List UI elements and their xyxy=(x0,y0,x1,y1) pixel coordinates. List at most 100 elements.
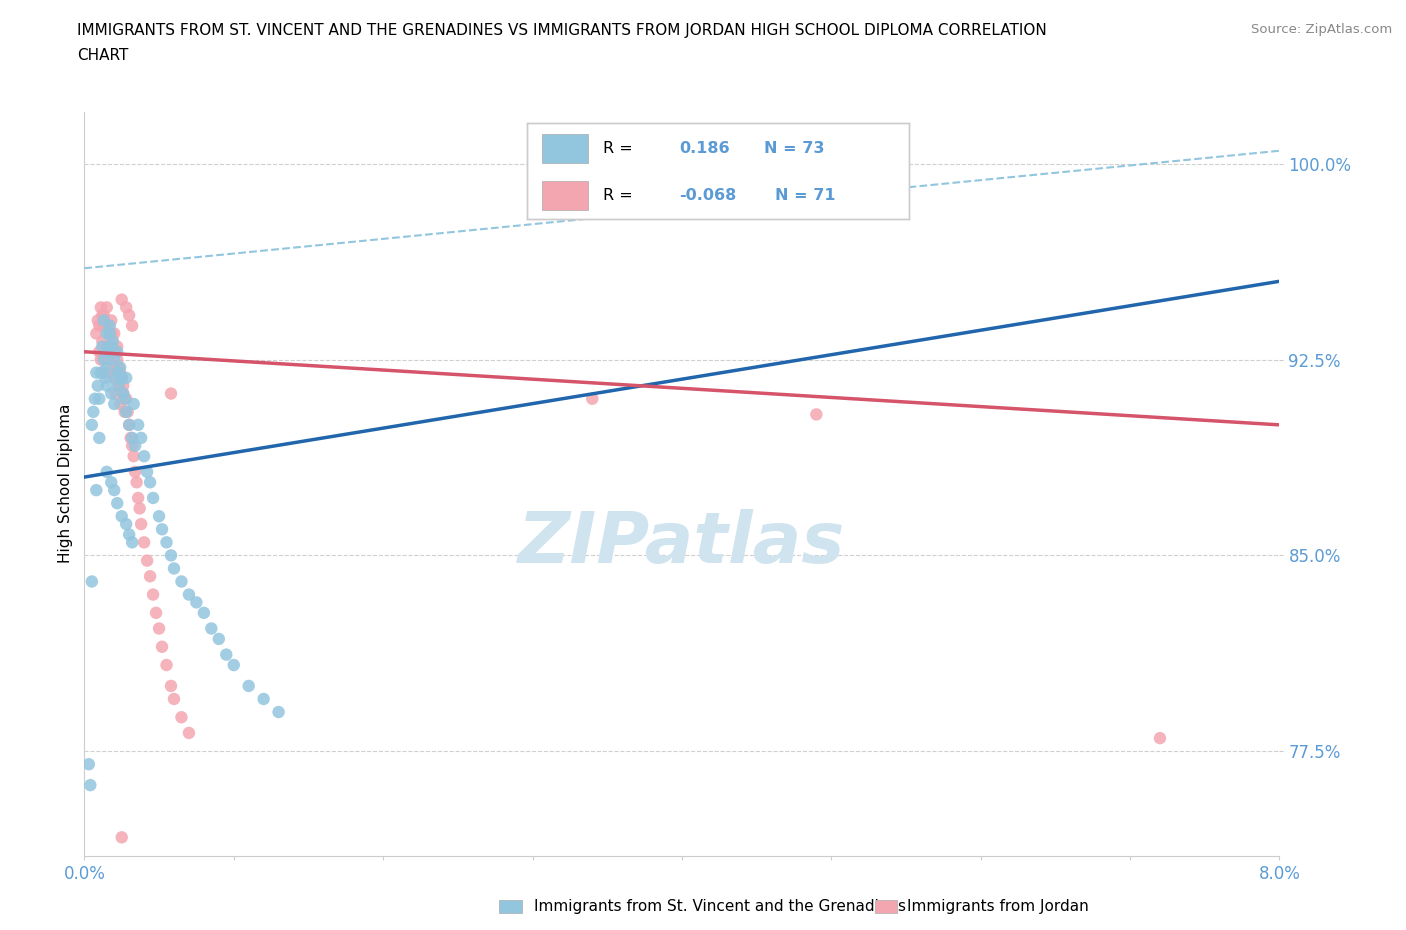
Point xyxy=(83,392,105,406)
Point xyxy=(100,344,122,359)
Point xyxy=(150,639,173,654)
Point xyxy=(96,379,118,393)
Point xyxy=(97,352,120,367)
Point xyxy=(86,326,108,341)
Point xyxy=(90,352,112,367)
Point xyxy=(139,475,162,490)
Point xyxy=(80,574,103,589)
Point xyxy=(129,517,152,532)
Point xyxy=(132,535,156,550)
Point xyxy=(91,308,114,323)
Point xyxy=(115,405,138,419)
Point xyxy=(103,326,125,341)
Point xyxy=(121,318,143,333)
Point xyxy=(118,418,141,432)
Point xyxy=(96,318,118,333)
Point xyxy=(98,326,121,341)
Point xyxy=(107,360,129,375)
Point xyxy=(105,344,128,359)
Point xyxy=(105,496,128,511)
Point xyxy=(160,548,183,563)
Point xyxy=(110,360,132,375)
Point xyxy=(97,344,120,359)
Point xyxy=(142,490,165,505)
Point xyxy=(170,574,193,589)
Point xyxy=(103,370,125,385)
Point xyxy=(155,535,177,550)
Point xyxy=(82,405,104,419)
Point xyxy=(160,679,183,694)
Point xyxy=(93,318,115,333)
Point xyxy=(186,595,208,610)
Point xyxy=(253,692,276,707)
Point xyxy=(148,621,170,636)
Point xyxy=(117,405,139,419)
Point xyxy=(105,339,128,354)
Point xyxy=(96,339,118,354)
Y-axis label: High School Diploma: High School Diploma xyxy=(58,404,73,564)
Point xyxy=(104,344,127,359)
Point xyxy=(115,370,138,385)
Point xyxy=(122,396,145,411)
Point xyxy=(115,392,138,406)
Point xyxy=(105,365,128,380)
Point xyxy=(114,392,136,406)
Text: Immigrants from Jordan: Immigrants from Jordan xyxy=(907,899,1088,914)
Point xyxy=(193,605,215,620)
Point xyxy=(103,483,125,498)
Point xyxy=(89,431,111,445)
Point xyxy=(1149,731,1171,746)
Point xyxy=(136,553,159,568)
Point xyxy=(107,379,129,393)
Point xyxy=(129,431,152,445)
Point xyxy=(177,587,200,602)
Point xyxy=(177,725,200,740)
Point xyxy=(142,587,165,602)
Point xyxy=(112,379,135,393)
Point xyxy=(93,352,115,367)
Text: ZIPatlas: ZIPatlas xyxy=(519,509,845,578)
Point xyxy=(112,386,135,401)
Point xyxy=(96,300,118,315)
Point xyxy=(127,418,149,432)
Point xyxy=(163,561,186,576)
Point xyxy=(103,396,125,411)
Point xyxy=(122,449,145,464)
Point xyxy=(91,334,114,349)
Point xyxy=(93,308,115,323)
Point xyxy=(101,334,124,349)
Point xyxy=(163,692,186,707)
Text: CHART: CHART xyxy=(77,48,129,63)
Point xyxy=(118,308,141,323)
Point xyxy=(238,679,260,694)
Point xyxy=(77,757,100,772)
Point xyxy=(114,405,136,419)
Point xyxy=(103,344,125,359)
Point xyxy=(105,352,128,367)
Point xyxy=(86,365,108,380)
Point xyxy=(89,318,111,333)
Point xyxy=(128,501,150,516)
Point xyxy=(581,392,603,406)
Point xyxy=(90,300,112,315)
Point xyxy=(104,386,127,401)
Point xyxy=(150,522,173,537)
Text: Immigrants from St. Vincent and the Grenadines: Immigrants from St. Vincent and the Gren… xyxy=(534,899,907,914)
Point xyxy=(124,464,146,479)
Point xyxy=(110,365,132,380)
Point xyxy=(107,379,129,393)
Point xyxy=(121,431,143,445)
Point xyxy=(94,365,117,380)
Point xyxy=(96,344,118,359)
Point xyxy=(215,647,238,662)
Point xyxy=(111,370,134,385)
Point xyxy=(111,830,134,844)
Point xyxy=(111,509,134,524)
Point xyxy=(110,396,132,411)
Point xyxy=(170,710,193,724)
Point xyxy=(87,379,110,393)
Point xyxy=(104,370,127,385)
Point xyxy=(115,300,138,315)
Point xyxy=(80,418,103,432)
Point xyxy=(120,431,142,445)
